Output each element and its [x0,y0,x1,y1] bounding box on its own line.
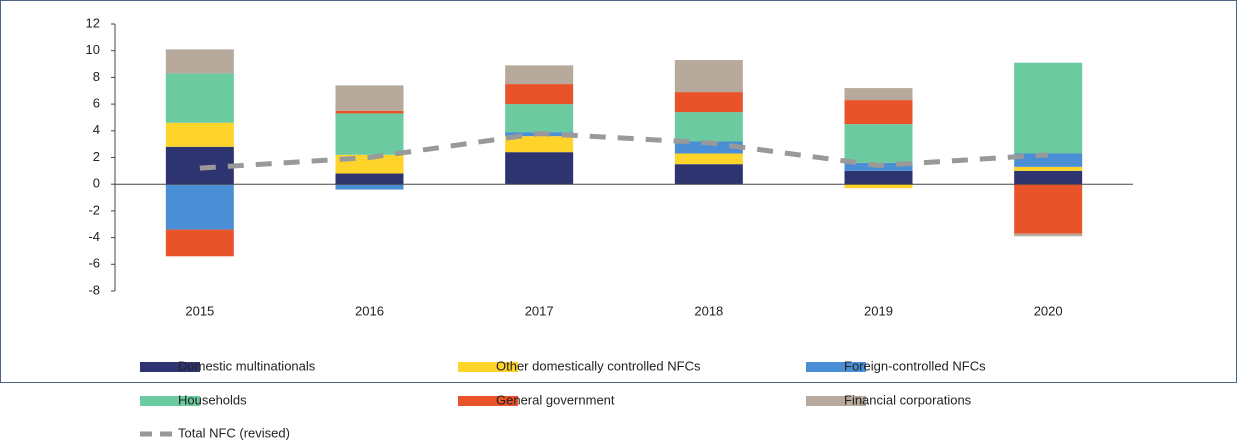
legend-label: Total NFC (revised) [178,425,290,440]
legend-label: General government [496,392,615,407]
x-tick-label: 2016 [355,303,384,318]
y-tick-label: 6 [93,96,100,111]
x-tick-label: 2015 [185,303,214,318]
bar-segment [1014,153,1083,167]
bar-segment [844,170,913,185]
bar-segment [335,173,404,185]
legend-swatch [140,396,200,406]
bar-segment [844,124,913,163]
bar-segment [335,85,404,111]
y-tick-label: -2 [88,202,100,217]
bar-segment [165,184,234,230]
y-tick-label: 12 [86,15,100,30]
bar-segment [1014,233,1083,237]
y-tick-label: 4 [93,122,100,137]
line-series [199,130,1049,171]
legend-swatch [806,362,866,372]
y-tick-label: 8 [93,69,100,84]
bar-segment [335,113,404,155]
bar-segment [674,141,743,154]
chart-border [0,0,1237,383]
bar-segment [165,49,234,74]
bar-segment [1014,184,1083,234]
bar-segment [844,184,913,189]
legend-label: Other domestically controlled NFCs [496,358,701,373]
x-tick-label: 2017 [525,303,554,318]
legend-swatch [458,362,518,372]
bar-segment [505,65,574,85]
legend-swatch [140,362,200,372]
bar-segment [844,100,913,125]
legend-label: Foreign-controlled NFCs [844,358,986,373]
legend-swatch [806,396,866,406]
legend-swatch [458,396,518,406]
bar-segment [844,88,913,101]
bar-segment [505,84,574,105]
y-tick-label: -4 [88,229,100,244]
bar-segment [335,110,404,114]
bar-segment [1014,170,1083,185]
bar-segment [165,122,234,147]
bar-segment [505,152,574,185]
bar-segment [674,92,743,113]
bar-segment [674,164,743,185]
y-tick-label: 10 [86,42,100,57]
y-tick-label: 2 [93,149,100,164]
bar-segment [674,60,743,93]
bar-segment [165,73,234,123]
legend-label: Households [178,392,247,407]
x-tick-label: 2019 [864,303,893,318]
x-tick-label: 2020 [1034,303,1063,318]
bar-segment [1014,166,1083,171]
y-tick-label: 0 [93,176,100,191]
bar-segment [165,229,234,257]
y-tick-label: -6 [88,256,100,271]
bar-segment [505,104,574,133]
bar-segment [165,146,234,185]
bar-segment [505,136,574,153]
y-tick-label: -8 [88,282,100,297]
bar-segment [335,184,404,190]
x-tick-label: 2018 [694,303,723,318]
legend-label: Financial corporations [844,392,972,407]
bar-segment [674,153,743,165]
bar-segment [1014,62,1083,154]
legend-label: Domestic multinationals [178,358,316,373]
bar-segment [674,112,743,142]
